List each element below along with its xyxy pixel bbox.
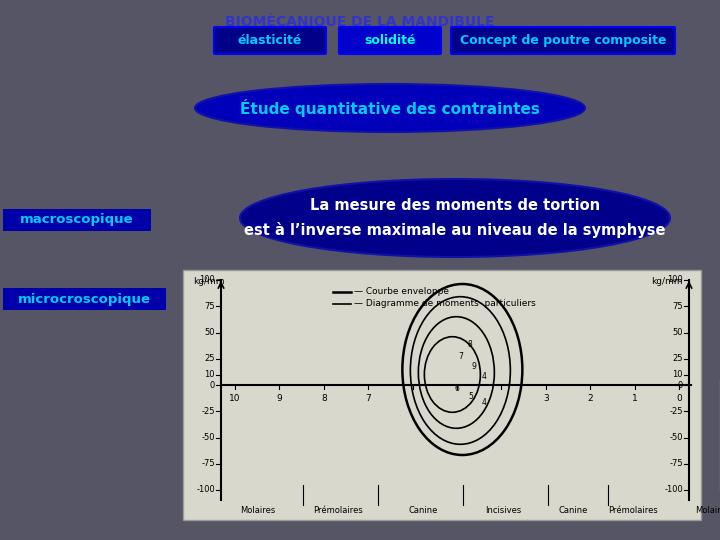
Text: 10: 10: [204, 370, 215, 379]
Text: 9: 9: [276, 394, 282, 403]
Ellipse shape: [195, 84, 585, 132]
Text: -75: -75: [670, 459, 683, 468]
FancyBboxPatch shape: [214, 27, 326, 54]
Text: La mesure des moments de tortion: La mesure des moments de tortion: [310, 199, 600, 213]
Text: microcroscopique: microcroscopique: [18, 293, 151, 306]
Text: -25: -25: [670, 407, 683, 416]
Text: 100: 100: [199, 275, 215, 285]
Text: 8: 8: [321, 394, 327, 403]
Text: 0: 0: [678, 381, 683, 389]
FancyBboxPatch shape: [183, 270, 701, 520]
Text: 6: 6: [455, 384, 460, 393]
Text: 100: 100: [667, 275, 683, 285]
Text: BIOMÉCANIQUE DE LA MANDIBULE: BIOMÉCANIQUE DE LA MANDIBULE: [225, 14, 495, 29]
Text: 4: 4: [482, 398, 487, 407]
Text: 75: 75: [672, 302, 683, 310]
Text: Canine: Canine: [408, 506, 438, 515]
FancyBboxPatch shape: [3, 209, 151, 231]
FancyBboxPatch shape: [339, 27, 441, 54]
Text: 3: 3: [543, 394, 549, 403]
FancyBboxPatch shape: [3, 288, 166, 310]
Text: 50: 50: [672, 328, 683, 337]
Text: 10: 10: [672, 370, 683, 379]
Text: 50: 50: [204, 328, 215, 337]
Text: 7: 7: [458, 352, 463, 361]
Text: — Courbe enveloppe: — Courbe enveloppe: [354, 287, 449, 296]
Text: 25: 25: [204, 354, 215, 363]
Text: -50: -50: [202, 433, 215, 442]
Text: Molaires: Molaires: [240, 506, 276, 515]
Text: kg/mm: kg/mm: [193, 278, 225, 287]
Text: 5: 5: [468, 392, 473, 401]
Text: 8: 8: [468, 340, 473, 349]
Text: 0: 0: [210, 381, 215, 389]
Text: kg/mm: kg/mm: [651, 278, 683, 287]
Text: Canine: Canine: [558, 506, 588, 515]
Text: Étude quantitative des contraintes: Étude quantitative des contraintes: [240, 99, 540, 117]
FancyBboxPatch shape: [451, 27, 675, 54]
Text: élasticité: élasticité: [238, 34, 302, 47]
Text: — Diagramme de moments  particuliers: — Diagramme de moments particuliers: [354, 300, 536, 308]
Text: -50: -50: [670, 433, 683, 442]
Text: solidité: solidité: [364, 34, 415, 47]
Text: 2: 2: [588, 394, 593, 403]
Text: Prémolaires: Prémolaires: [313, 506, 363, 515]
Text: 25: 25: [672, 354, 683, 363]
Text: Incisives: Incisives: [485, 506, 521, 515]
Text: -25: -25: [202, 407, 215, 416]
Text: 75: 75: [204, 302, 215, 310]
Text: -75: -75: [202, 459, 215, 468]
Text: -100: -100: [197, 485, 215, 495]
Text: 7: 7: [365, 394, 371, 403]
Text: 0: 0: [676, 394, 682, 403]
Text: 10: 10: [229, 394, 240, 403]
Text: macroscopique: macroscopique: [20, 213, 134, 226]
Text: 1: 1: [631, 394, 637, 403]
Text: 4: 4: [482, 372, 487, 381]
Text: Prémolaires: Prémolaires: [608, 506, 658, 515]
Text: 9: 9: [472, 362, 477, 371]
Text: est à l’inverse maximale au niveau de la symphyse: est à l’inverse maximale au niveau de la…: [244, 222, 666, 238]
Text: Concept de poutre composite: Concept de poutre composite: [460, 34, 666, 47]
Text: -100: -100: [665, 485, 683, 495]
Text: Molaires: Molaires: [696, 506, 720, 515]
Ellipse shape: [240, 179, 670, 257]
